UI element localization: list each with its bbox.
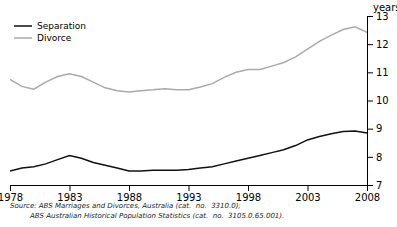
tick-mark bbox=[248, 185, 249, 191]
tick: 1998 bbox=[236, 185, 261, 203]
tick-mark bbox=[367, 44, 373, 45]
line bbox=[10, 27, 367, 92]
y-axis: 78910111213 bbox=[367, 11, 389, 191]
tick-label: 2003 bbox=[295, 192, 320, 203]
tick: 9 bbox=[367, 123, 382, 134]
lines bbox=[10, 27, 367, 171]
tick-mark bbox=[367, 157, 373, 158]
legend-swatch bbox=[14, 25, 32, 27]
legend-item: Separation bbox=[14, 21, 86, 31]
tick-label: 9 bbox=[376, 123, 382, 134]
tick: 8 bbox=[367, 152, 382, 163]
x-axis: 1978 1983 1988 1993 1998 2003 2008 bbox=[0, 185, 380, 203]
plot-area: 197819831988199319982003200878910111213S… bbox=[0, 11, 389, 203]
tick-label: 12 bbox=[376, 39, 389, 50]
axis-line bbox=[11, 186, 368, 192]
annotation: ABS Australian Historical Population Sta… bbox=[10, 212, 284, 220]
tick: 12 bbox=[367, 39, 389, 50]
tick-mark bbox=[367, 72, 373, 73]
tick-label: 10 bbox=[376, 95, 389, 106]
tick-mark bbox=[367, 129, 373, 130]
tick-mark bbox=[308, 185, 309, 191]
tick-label: 11 bbox=[376, 67, 389, 78]
tick-mark bbox=[367, 16, 373, 17]
annotation: Source: ABS Marriages and Divorces, Aust… bbox=[10, 202, 241, 210]
tick: 1978 bbox=[0, 185, 23, 203]
tick-mark bbox=[367, 101, 373, 102]
tick: 2003 bbox=[295, 185, 320, 203]
tick-mark bbox=[367, 185, 373, 186]
axis-line bbox=[368, 17, 374, 186]
legend-item: Divorce bbox=[14, 33, 72, 43]
tick-label: 7 bbox=[376, 180, 382, 191]
tick: 7 bbox=[367, 180, 382, 191]
axis-title: years bbox=[373, 2, 397, 13]
line bbox=[10, 131, 367, 171]
tick: 1988 bbox=[117, 185, 142, 203]
tick: 11 bbox=[367, 67, 389, 78]
tick-label: 2008 bbox=[355, 192, 380, 203]
tick: 10 bbox=[367, 95, 389, 106]
legend-label: Divorce bbox=[37, 33, 72, 43]
tick-mark bbox=[129, 185, 130, 191]
chart: 197819831988199319982003200878910111213S… bbox=[0, 0, 397, 227]
tick-mark bbox=[70, 185, 71, 191]
legend: Separation Divorce bbox=[14, 21, 86, 43]
legend-label: Separation bbox=[37, 21, 86, 31]
tick-mark bbox=[10, 185, 11, 191]
tick: 1983 bbox=[57, 185, 82, 203]
tick-mark bbox=[189, 185, 190, 191]
tick: 1993 bbox=[176, 185, 201, 203]
tick-label: 8 bbox=[376, 152, 382, 163]
legend-swatch bbox=[14, 37, 32, 39]
